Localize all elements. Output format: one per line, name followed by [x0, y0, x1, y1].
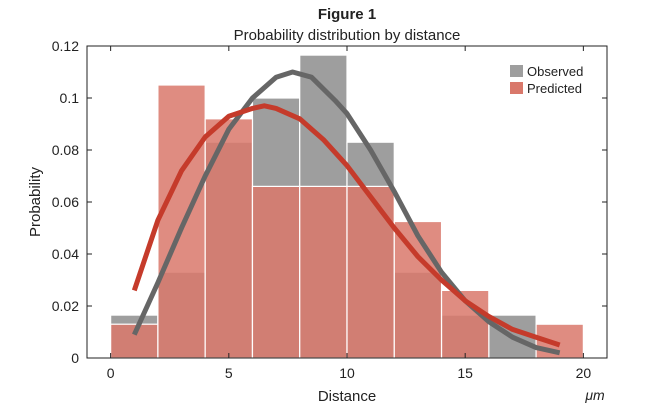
bar-predicted	[393, 220, 443, 359]
legend-swatch-observed	[510, 65, 523, 77]
x-tick-label: 15	[457, 365, 473, 381]
bar-predicted	[346, 185, 395, 359]
y-tick-label: 0.06	[52, 194, 79, 210]
y-axis-label: Probability	[27, 166, 44, 237]
bar-predicted	[157, 84, 206, 359]
x-axis-label: Distance	[318, 388, 376, 405]
curve-predicted-fit	[131, 103, 561, 348]
legend-label-observed: Observed	[527, 64, 583, 79]
legend-label-predicted: Predicted	[527, 81, 582, 96]
figure-label: Figure 1	[318, 6, 376, 23]
y-tick-label: 0	[71, 350, 79, 366]
legend: Observed Predicted	[510, 64, 583, 96]
bar-predicted	[251, 185, 301, 359]
y-tick-label: 0.12	[52, 38, 79, 54]
y-tick-label: 0.08	[52, 142, 79, 158]
bar-predicted	[299, 185, 348, 359]
legend-swatch-predicted	[510, 82, 523, 94]
x-tick-label: 0	[107, 365, 115, 381]
x-axis-unit: μm	[584, 387, 605, 403]
y-tick-label: 0.1	[60, 90, 80, 106]
curve-observed-fit	[132, 69, 561, 356]
x-tick-label: 20	[576, 365, 592, 381]
x-tick-label: 10	[339, 365, 355, 381]
y-tick-label: 0.04	[52, 246, 79, 262]
y-tick-label: 0.02	[52, 298, 79, 314]
chart-title: Probability distribution by distance	[234, 27, 461, 44]
bar-predicted	[204, 118, 254, 359]
x-tick-label: 5	[225, 365, 233, 381]
